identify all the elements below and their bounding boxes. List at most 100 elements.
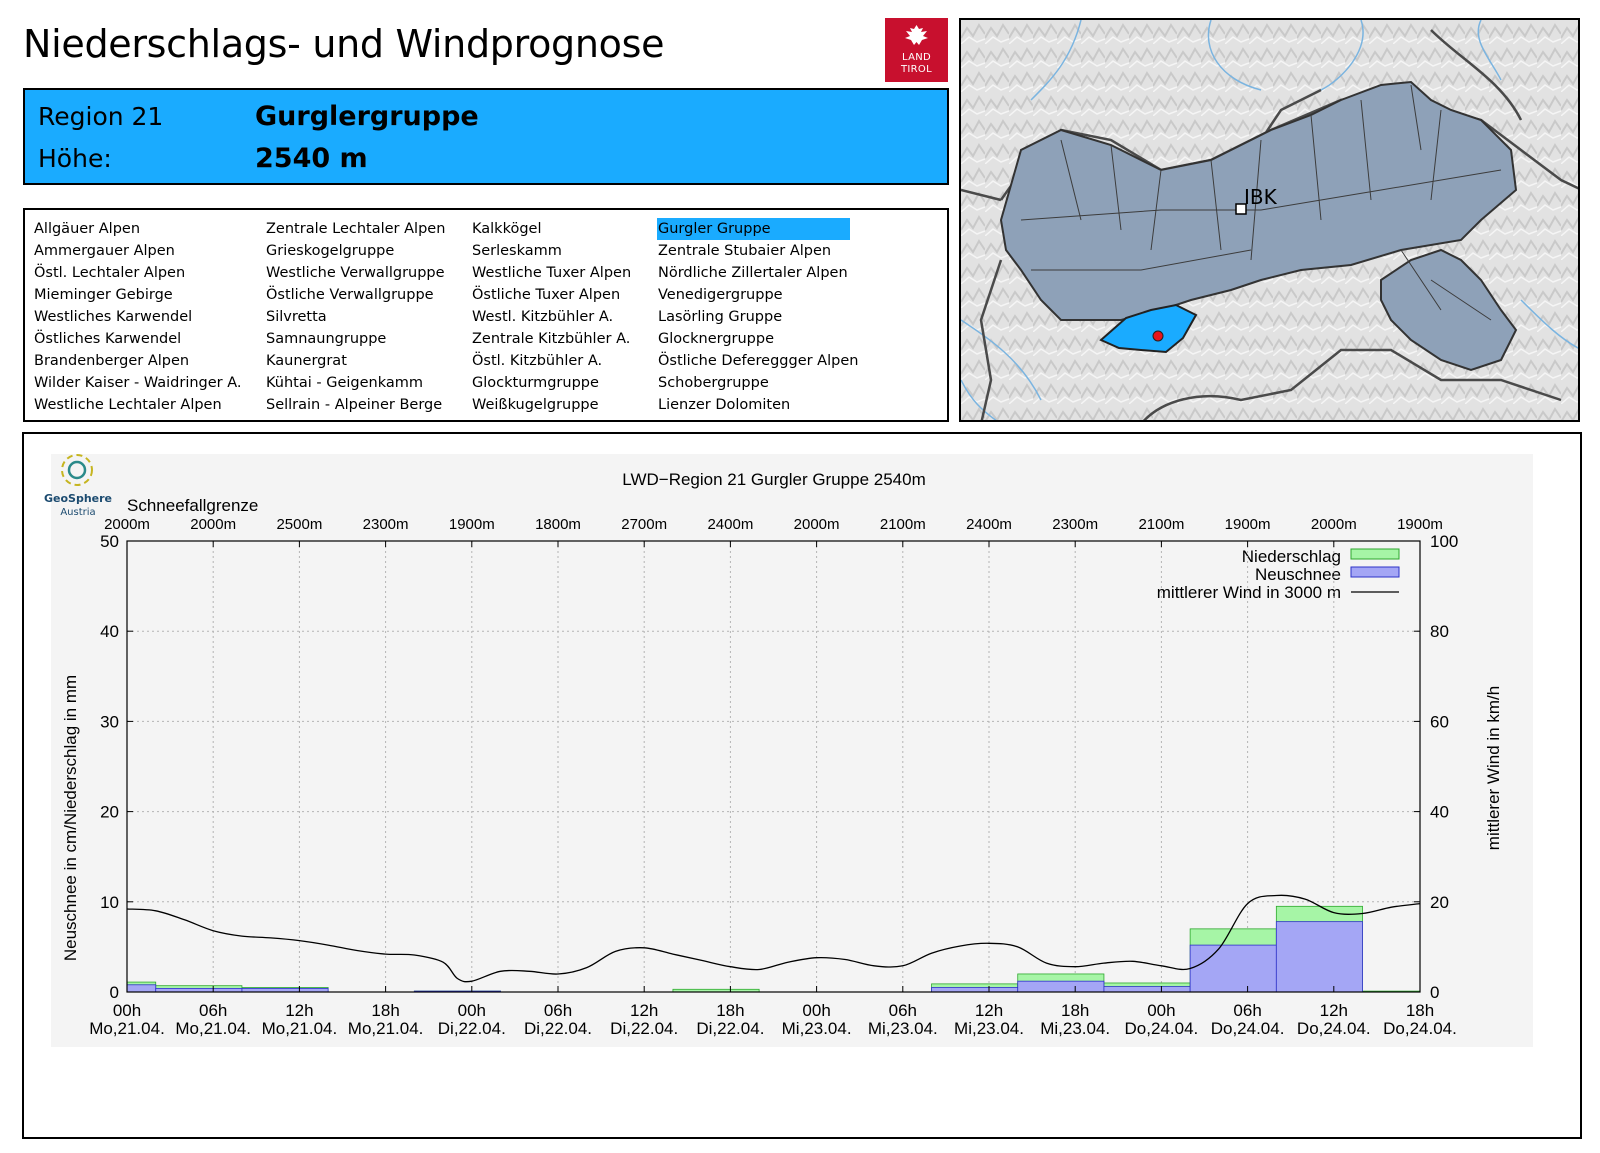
bar-neuschnee bbox=[931, 987, 1019, 993]
list-item[interactable]: Kühtai - Geigenkamm bbox=[266, 375, 423, 391]
bars bbox=[126, 905, 1421, 993]
list-item[interactable]: Lienzer Dolomiten bbox=[658, 397, 791, 413]
list-item[interactable]: Östliche Verwallgruppe bbox=[266, 287, 434, 303]
list-item[interactable]: Zentrale Kitzbühler A. bbox=[472, 331, 631, 347]
x-tick-label-day: Do,24.04. bbox=[1211, 1019, 1285, 1038]
list-item[interactable]: Westliche Tuxer Alpen bbox=[472, 265, 632, 281]
snowline-value: 2400m bbox=[707, 516, 753, 533]
list-item[interactable]: Silvretta bbox=[266, 309, 327, 325]
list-item-selected[interactable]: Gurgler Gruppe bbox=[657, 218, 850, 240]
x-tick-label-hour: 18h bbox=[1406, 1001, 1434, 1020]
snowline-value: 2400m bbox=[966, 516, 1012, 533]
axes: 00hMo,21.04.2000m06hMo,21.04.2000m12hMo,… bbox=[89, 516, 1458, 1038]
list-item[interactable]: Weißkugelgruppe bbox=[472, 397, 599, 413]
height-label: Höhe: bbox=[38, 144, 112, 173]
bar-neuschnee bbox=[1275, 921, 1363, 993]
region-name: Gurglergruppe bbox=[255, 101, 479, 132]
legend-label-wind: mittlerer Wind in 3000 m bbox=[1157, 583, 1341, 602]
region-borders bbox=[1020, 84, 1502, 321]
page-title: Niederschlags- und Windprognose bbox=[23, 22, 665, 66]
tirol-north-shape bbox=[999, 80, 1518, 321]
x-tick-label-day: Mo,21.04. bbox=[348, 1019, 424, 1038]
legend-label-niederschlag: Niederschlag bbox=[1242, 547, 1341, 566]
list-item[interactable]: Westliche Verwallgruppe bbox=[266, 265, 445, 281]
x-tick-label-hour: 06h bbox=[889, 1001, 917, 1020]
list-item[interactable]: Lasörling Gruppe bbox=[658, 309, 783, 325]
region-list-col-1: Allgäuer Alpen Ammergauer Alpen Östl. Le… bbox=[33, 218, 242, 416]
geosphere-ring-icon bbox=[61, 454, 93, 486]
list-item[interactable]: Schobergruppe bbox=[658, 375, 769, 391]
y2-tick-label: 100 bbox=[1430, 532, 1458, 551]
x-tick-label-hour: 00h bbox=[113, 1001, 141, 1020]
list-item[interactable]: Östliche Tuxer Alpen bbox=[472, 287, 621, 303]
bar-neuschnee bbox=[1189, 944, 1277, 993]
region-label: Region 21 bbox=[38, 102, 164, 131]
list-item[interactable]: Kaunergrat bbox=[266, 353, 347, 369]
y-axis-label: Neuschnee in cm/Niederschlag in mm bbox=[61, 675, 80, 961]
x-tick-label-hour: 00h bbox=[458, 1001, 486, 1020]
x-tick-label-day: Di,22.04. bbox=[438, 1019, 506, 1038]
list-item[interactable]: Westl. Kitzbühler A. bbox=[472, 309, 614, 325]
x-tick-label-hour: 06h bbox=[1233, 1001, 1261, 1020]
list-item[interactable]: Venedigergruppe bbox=[658, 287, 783, 303]
x-tick-label-day: Do,24.04. bbox=[1297, 1019, 1371, 1038]
snowline-value: 2300m bbox=[1052, 516, 1098, 533]
snowline-value: 2100m bbox=[1138, 516, 1184, 533]
list-item[interactable]: Sellrain - Alpeiner Berge bbox=[266, 397, 443, 413]
list-item[interactable]: Zentrale Stubaier Alpen bbox=[658, 243, 832, 259]
legend-swatch-niederschlag bbox=[1350, 548, 1400, 560]
x-tick-label-day: Di,22.04. bbox=[610, 1019, 678, 1038]
geosphere-name: GeoSphere bbox=[44, 492, 112, 505]
list-item[interactable]: Nördliche Zillertaler Alpen bbox=[658, 265, 848, 281]
logo-line1: LAND bbox=[901, 52, 932, 63]
map-svg: IBK bbox=[961, 20, 1578, 420]
list-item[interactable]: Glockturmgruppe bbox=[472, 375, 599, 391]
innsbruck-marker bbox=[1235, 203, 1247, 215]
x-tick-label-day: Mo,21.04. bbox=[262, 1019, 338, 1038]
y2-tick-label: 40 bbox=[1430, 803, 1449, 822]
list-item[interactable]: Westliches Karwendel bbox=[34, 309, 193, 325]
overview-map[interactable]: IBK bbox=[959, 18, 1580, 422]
snowline-value: 2100m bbox=[880, 516, 926, 533]
x-tick-label-day: Di,22.04. bbox=[524, 1019, 592, 1038]
list-item[interactable]: Östl. Lechtaler Alpen bbox=[34, 265, 186, 281]
snowline-value: 2300m bbox=[363, 516, 409, 533]
bar-neuschnee bbox=[1017, 980, 1105, 993]
x-tick-label-day: Mo,21.04. bbox=[175, 1019, 251, 1038]
x-tick-label-day: Mi,23.04. bbox=[782, 1019, 852, 1038]
x-tick-label-hour: 06h bbox=[544, 1001, 572, 1020]
legend-label-neuschnee: Neuschnee bbox=[1255, 565, 1341, 584]
list-item[interactable]: Wilder Kaiser - Waidringer A. bbox=[34, 375, 242, 391]
height-value: 2540 m bbox=[255, 143, 368, 174]
x-tick-label-hour: 12h bbox=[1320, 1001, 1348, 1020]
list-item[interactable]: Serleskamm bbox=[472, 243, 562, 259]
region-list: Allgäuer Alpen Ammergauer Alpen Östl. Le… bbox=[23, 208, 949, 422]
list-item[interactable]: Kalkkögel bbox=[472, 221, 542, 237]
list-item[interactable]: Ammergauer Alpen bbox=[34, 243, 175, 259]
list-item[interactable]: Östliche Defereggger Alpen bbox=[658, 353, 859, 369]
list-item[interactable]: Allgäuer Alpen bbox=[34, 221, 141, 237]
snowline-value: 1900m bbox=[449, 516, 495, 533]
list-item[interactable]: Westliche Lechtaler Alpen bbox=[34, 397, 222, 413]
y-tick-label: 30 bbox=[100, 712, 119, 731]
list-item[interactable]: Grieskogelgruppe bbox=[266, 243, 395, 259]
x-tick-label-hour: 18h bbox=[716, 1001, 744, 1020]
list-item[interactable]: Brandenberger Alpen bbox=[34, 353, 190, 369]
list-item[interactable]: Östliches Karwendel bbox=[34, 331, 182, 347]
list-item[interactable]: Glocknergruppe bbox=[658, 331, 775, 347]
selected-region-shape bbox=[1099, 303, 1198, 354]
list-item[interactable]: Zentrale Lechtaler Alpen bbox=[266, 221, 446, 237]
snowline-value: 2000m bbox=[794, 516, 840, 533]
y-tick-label: 50 bbox=[100, 532, 119, 551]
chart-title: LWD−Region 21 Gurgler Gruppe 2540m bbox=[622, 470, 926, 489]
x-tick-label-hour: 06h bbox=[199, 1001, 227, 1020]
region-list-col-4: Gurgler Gruppe Zentrale Stubaier Alpen N… bbox=[657, 218, 858, 416]
snowline-label: Schneefallgrenze bbox=[127, 496, 258, 515]
y-tick-label: 40 bbox=[100, 622, 119, 641]
list-item[interactable]: Samnaungruppe bbox=[266, 331, 387, 347]
y-tick-label: 10 bbox=[100, 893, 119, 912]
list-item[interactable]: Östl. Kitzbühler A. bbox=[472, 353, 603, 369]
snowline-value: 1800m bbox=[535, 516, 581, 533]
list-item[interactable]: Mieminger Gebirge bbox=[34, 287, 173, 303]
snowline-value: 1900m bbox=[1397, 516, 1443, 533]
